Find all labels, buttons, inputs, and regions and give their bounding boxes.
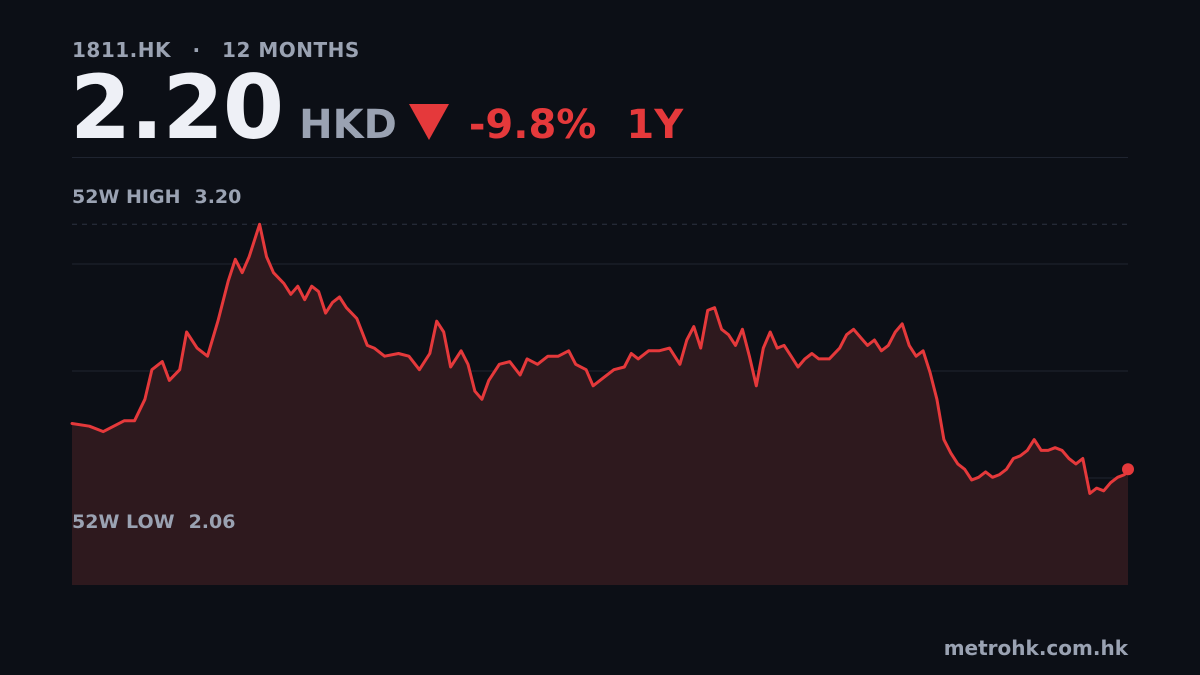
52w-low-text: 52W LOW	[72, 511, 175, 533]
current-price: 2.20	[70, 56, 284, 159]
header-divider	[72, 157, 1128, 158]
52w-low-value: 2.06	[188, 511, 236, 533]
price-area-fill	[72, 224, 1128, 586]
52w-high-text: 52W HIGH	[72, 186, 181, 208]
price-change-percent: -9.8%	[468, 102, 597, 148]
ticker-symbol: 1811.HK	[72, 38, 171, 62]
52w-high-value: 3.20	[194, 186, 242, 208]
source-site: metrohk.com.hk	[943, 636, 1128, 660]
chart-subtitle: 1811.HK · 12 MONTHS	[72, 38, 360, 62]
price-line	[70, 222, 1130, 495]
down-triangle-icon	[408, 104, 449, 140]
52w-low-label: 52W LOW 2.06	[72, 511, 235, 533]
52w-high-label: 52W HIGH 3.20	[72, 186, 241, 208]
last-price-marker	[1122, 463, 1134, 476]
time-range: 12 MONTHS	[222, 38, 360, 62]
price-headline: 2.20 HKD -9.8% 1Y	[70, 64, 683, 152]
subtitle-separator: ·	[192, 38, 201, 62]
change-period: 1Y	[626, 102, 684, 148]
currency-code: HKD	[299, 102, 397, 148]
